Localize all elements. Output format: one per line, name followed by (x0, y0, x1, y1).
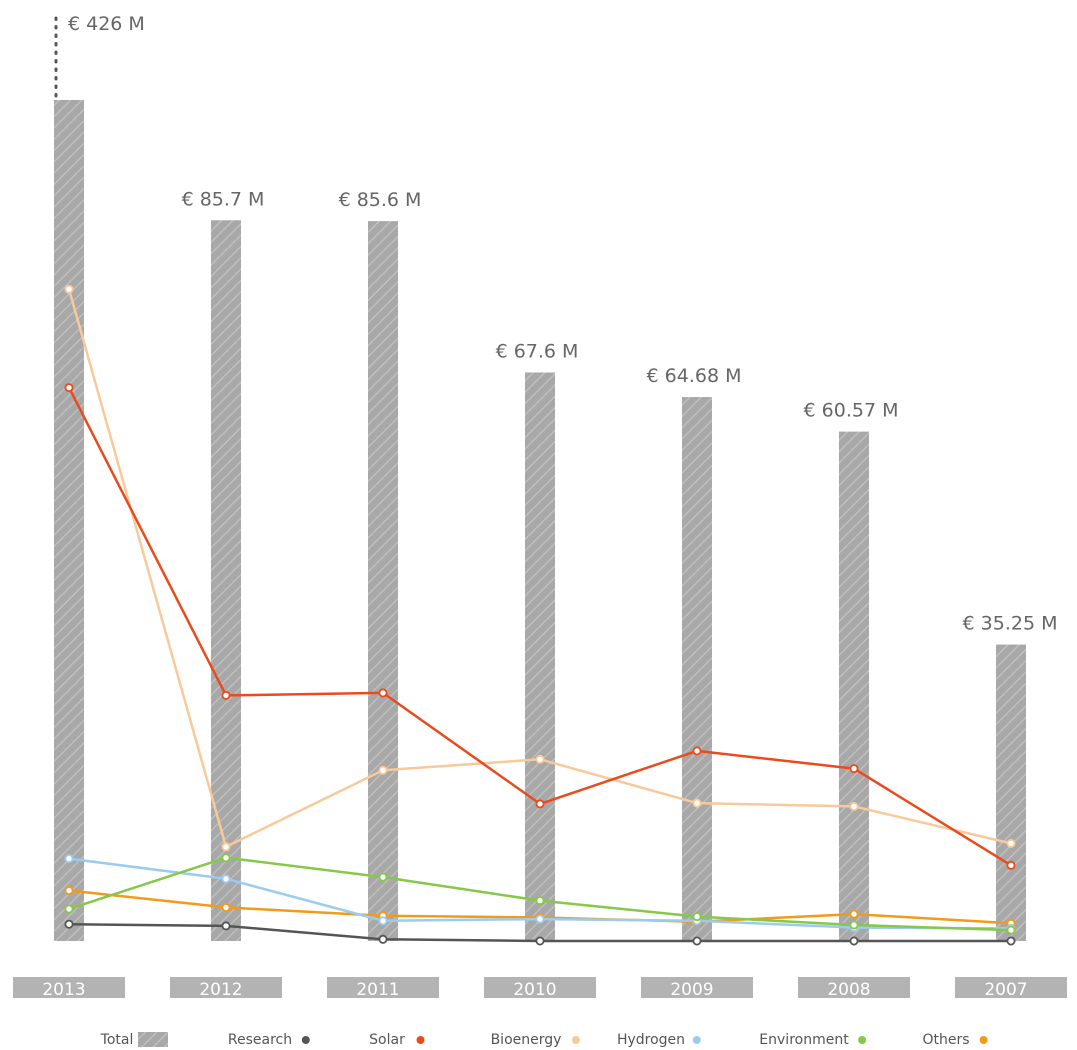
total-label-2013: € 426 M (68, 13, 145, 35)
year-box-2010 (484, 977, 596, 998)
bioenergy-point-2012 (221, 842, 231, 852)
year-label-2007: 2007 (984, 980, 1027, 1000)
others-point-2013 (64, 886, 74, 896)
total-bar-2008 (839, 431, 869, 941)
research-point-2007 (1006, 936, 1016, 946)
legend-swatch-total (138, 1032, 168, 1047)
total-label-2008: € 60.57 M (804, 400, 899, 422)
legend-label-research: Research (228, 1032, 292, 1048)
legend-label-hydrogen: Hydrogen (617, 1032, 685, 1048)
legend-label-solar: Solar (369, 1032, 405, 1048)
year-box-2009 (641, 977, 753, 998)
solar-point-2012 (221, 690, 231, 700)
solar-point-2007 (1006, 860, 1016, 870)
year-box-2008 (798, 977, 910, 998)
total-label-2010: € 67.6 M (496, 340, 579, 362)
solar-point-2011 (378, 688, 388, 698)
year-label-2013: 2013 (42, 980, 85, 1000)
research-point-2010 (535, 936, 545, 946)
research-point-2008 (849, 936, 859, 946)
environment-point-2009 (692, 912, 702, 922)
total-bar-2011 (368, 221, 398, 941)
total-label-2011: € 85.6 M (339, 189, 422, 211)
legend-swatch-others (979, 1036, 988, 1044)
others-point-2012 (221, 902, 231, 912)
bioenergy-point-2010 (535, 754, 545, 764)
solar-point-2013 (64, 383, 74, 393)
legend-label-environment: Environment (759, 1032, 849, 1048)
research-point-2011 (378, 934, 388, 944)
hydrogen-point-2013 (64, 854, 74, 864)
points-layer (64, 284, 1016, 946)
year-box-2007 (955, 977, 1067, 998)
legend-swatch-bioenergy (571, 1036, 580, 1044)
hydrogen-point-2010 (535, 914, 545, 924)
environment-point-2013 (64, 904, 74, 914)
legend-label-total: Total (100, 1032, 134, 1048)
bioenergy-point-2007 (1006, 838, 1016, 848)
year-label-2008: 2008 (827, 980, 870, 1000)
year-box-2011 (327, 977, 439, 998)
research-point-2013 (64, 919, 74, 929)
year-box-2013 (13, 977, 125, 998)
total-label-2012: € 85.7 M (182, 188, 265, 210)
legend-swatch-environment (858, 1036, 867, 1044)
legend-swatch-research (301, 1036, 310, 1044)
labels-layer: € 426 M € 85.7 M € 85.6 M € 67.6 M € 64.68 M… (68, 13, 1057, 635)
environment-point-2007 (1006, 925, 1016, 935)
bioenergy-point-2011 (378, 765, 388, 775)
legend-label-others: Others (922, 1032, 969, 1048)
year-label-2009: 2009 (670, 980, 713, 1000)
legend-swatch-solar (416, 1036, 425, 1044)
hydrogen-point-2011 (378, 916, 388, 926)
bioenergy-point-2009 (692, 798, 702, 808)
total-label-2007: € 35.25 M (963, 613, 1058, 635)
legend: Total Research Solar Bioenergy Hydrogen Envir… (100, 1032, 988, 1048)
research-point-2009 (692, 936, 702, 946)
solar-point-2008 (849, 764, 859, 774)
bars-layer (54, 16, 1026, 941)
bioenergy-point-2013 (64, 284, 74, 294)
solar-point-2010 (535, 799, 545, 809)
research-point-2012 (221, 921, 231, 931)
total-label-2009: € 64.68 M (647, 365, 742, 387)
environment-point-2012 (221, 853, 231, 863)
legend-label-bioenergy: Bioenergy (491, 1032, 562, 1048)
total-bar-2012 (211, 220, 241, 941)
total-bar-2013 (54, 100, 84, 941)
others-point-2008 (849, 909, 859, 919)
hydrogen-point-2012 (221, 874, 231, 884)
environment-point-2008 (849, 920, 859, 930)
total-bar-2009 (682, 397, 712, 941)
year-label-2010: 2010 (513, 980, 556, 1000)
bioenergy-point-2008 (849, 801, 859, 811)
year-box-2012 (170, 977, 282, 998)
year-label-2012: 2012 (199, 980, 242, 1000)
total-bar-2010 (525, 372, 555, 941)
environment-point-2011 (378, 872, 388, 882)
environment-point-2010 (535, 896, 545, 906)
legend-swatch-hydrogen (692, 1036, 701, 1044)
solar-point-2009 (692, 746, 702, 756)
x-axis: 2013 2012 2011 2010 2009 2008 2007 (13, 977, 1067, 1000)
year-label-2011: 2011 (356, 980, 399, 1000)
total-bar-2007 (996, 644, 1026, 941)
